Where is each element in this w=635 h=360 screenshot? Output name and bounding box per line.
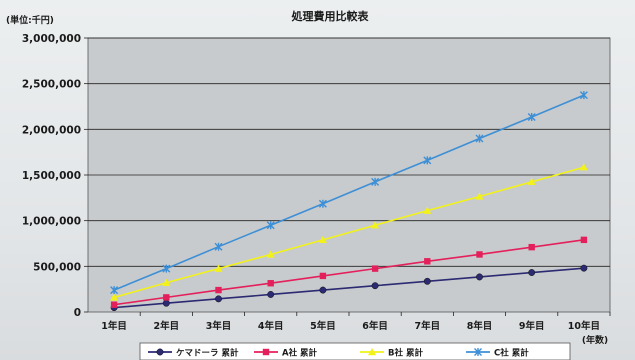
gridlines <box>88 37 610 267</box>
x-tick-label: 9年目 <box>519 320 545 332</box>
data-point <box>371 282 379 290</box>
data-point <box>579 163 588 171</box>
data-point <box>528 269 536 276</box>
x-tick-label: 3年目 <box>206 320 232 332</box>
data-point <box>527 177 536 186</box>
legend-marker <box>474 348 482 356</box>
legend-marker <box>262 348 270 356</box>
data-point <box>423 277 431 285</box>
data-point <box>475 134 484 143</box>
data-point <box>215 295 222 303</box>
data-point <box>528 243 535 251</box>
y-axis: 0 500,000 1,000,000 1,500,000 2,000,000 2,500… <box>22 33 88 319</box>
legend-marker <box>156 348 164 356</box>
legend <box>139 342 571 360</box>
data-point <box>371 221 380 229</box>
y-tick-label: 1,500,000 <box>22 170 81 182</box>
legend-item: ケマドーラ 累計 <box>148 348 239 359</box>
data-point <box>319 286 327 294</box>
data-point <box>371 265 379 272</box>
data-point <box>215 286 222 294</box>
data-point <box>423 156 432 165</box>
y-tick-label: 0 <box>74 307 81 319</box>
legend-item: C社 累計 <box>466 348 529 359</box>
series-line <box>113 166 585 299</box>
data-point <box>319 272 327 280</box>
series-lines <box>110 91 588 312</box>
data-point <box>214 242 223 251</box>
y-tick-label: 500,000 <box>33 261 81 273</box>
series-line <box>113 94 585 291</box>
data-point <box>214 264 223 272</box>
data-point <box>423 206 432 214</box>
legend-marker <box>368 348 376 356</box>
data-point <box>476 273 483 281</box>
x-tick-label: 5年目 <box>310 320 336 332</box>
data-point <box>424 258 431 265</box>
x-tick-label: 8年目 <box>467 320 493 332</box>
x-tick-label: 7年目 <box>414 320 440 332</box>
data-point <box>162 278 171 286</box>
legend-label: A社 累計 <box>282 348 318 359</box>
data-point <box>476 251 483 258</box>
y-tick-label: 2,000,000 <box>22 124 81 136</box>
data-point <box>318 199 327 208</box>
data-point <box>267 291 275 298</box>
series-3 <box>110 163 588 301</box>
data-point <box>163 294 170 301</box>
data-point <box>371 177 380 186</box>
data-point <box>110 286 119 295</box>
series-line <box>113 239 585 306</box>
unit-label: (単位:千円) <box>6 14 54 26</box>
x-axis: 1年目 2年目 3年目 4年目 5年目 6年目 7年目 8年目 9年目 10年目 <box>101 312 611 332</box>
data-point <box>266 221 275 230</box>
chart-title: 処理費用比較表 <box>291 9 370 23</box>
data-point <box>318 235 327 244</box>
legend-label: C社 累計 <box>494 348 529 359</box>
data-point <box>527 113 536 122</box>
legend-item: A社 累計 <box>254 348 318 359</box>
x-axis-label: (年数) <box>582 334 608 346</box>
legend-item: B社 累計 <box>360 348 423 359</box>
data-point <box>266 250 275 258</box>
series-line <box>114 267 584 309</box>
y-tick-label: 3,000,000 <box>22 33 81 45</box>
data-point <box>267 280 274 287</box>
x-tick-label: 6年目 <box>362 320 388 332</box>
data-point <box>162 264 171 273</box>
legend-items: ケマドーラ 累計 A社 累計 B社 累計 C社 累計 <box>148 348 529 359</box>
data-point <box>580 236 588 244</box>
series-2 <box>110 236 588 308</box>
legend-label: ケマドーラ 累計 <box>176 348 239 359</box>
y-tick-label: 2,500,000 <box>22 79 81 91</box>
series-4 <box>110 91 588 295</box>
data-point <box>475 192 484 200</box>
x-tick-label: 4年目 <box>258 320 284 332</box>
x-tick-label: 10年目 <box>568 320 600 332</box>
data-point <box>110 293 119 301</box>
legend-label: B社 累計 <box>388 348 423 359</box>
y-tick-label: 1,000,000 <box>22 216 81 228</box>
data-point <box>579 91 588 100</box>
x-tick-label: 1年目 <box>101 320 127 332</box>
data-point <box>162 299 170 307</box>
data-point <box>580 264 588 272</box>
data-point <box>110 301 118 308</box>
x-tick-label: 2年目 <box>153 320 179 332</box>
